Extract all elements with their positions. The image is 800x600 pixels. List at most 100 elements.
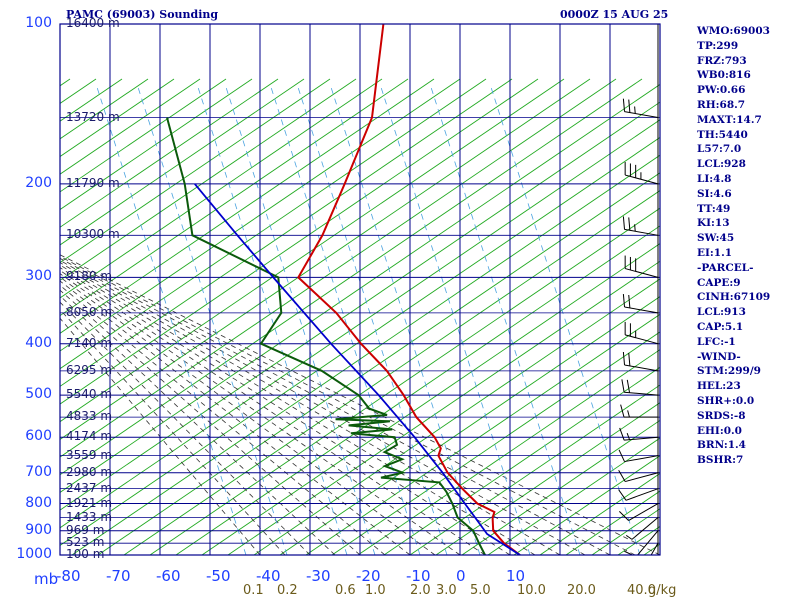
mixing-ratio-tick-label: 3.0 (436, 583, 457, 598)
dry-adiabat (0, 79, 44, 555)
height-label: 8050 m (66, 304, 113, 319)
mixing-ratio-line (224, 83, 376, 555)
dry-adiabat (0, 79, 18, 555)
sounding-index-line: HEL:23 (697, 380, 741, 393)
dry-adiabat (60, 78, 253, 211)
height-label: 6295 m (66, 362, 113, 377)
temperature-tick-label: -50 (206, 567, 231, 585)
sounding-index-line: LFC:-1 (697, 335, 736, 348)
pressure-label: 500 (25, 386, 52, 403)
sounding-index-line: EI:1.1 (697, 246, 733, 259)
sounding-index-line: CAP:5.1 (697, 320, 744, 333)
mixing-ratio-line (196, 83, 348, 555)
pressure-label: 900 (25, 521, 52, 538)
sounding-index-line: PW:0.66 (697, 84, 746, 97)
plot-frame (59, 23, 661, 556)
sounding-index-line: WB0:816 (697, 69, 751, 82)
wind-barb-staff (636, 530, 659, 555)
dry-adiabat (149, 207, 660, 555)
wind-barb-staff (624, 436, 659, 441)
mixing-ratio-tick-label: 0.6 (335, 583, 356, 598)
wind-barb (621, 379, 659, 396)
temperature-tick-label: -60 (156, 567, 181, 585)
mixing-ratio-line (269, 83, 421, 555)
wind-barb-staff (624, 455, 659, 463)
height-label: 2980 m (66, 464, 113, 479)
pressure-label: 200 (25, 174, 52, 191)
sounding-index-line: TP:299 (697, 39, 739, 52)
dry-adiabat (60, 78, 565, 423)
height-label: 5540 m (66, 387, 113, 402)
temperature-tick-label: -40 (256, 567, 281, 585)
height-label: 100 m (66, 547, 105, 561)
dry-adiabat (175, 225, 660, 555)
wind-barb-staff (624, 391, 659, 396)
height-label: 3559 m (66, 447, 113, 462)
sounding-index-line: MAXT:14.7 (697, 113, 762, 126)
wind-barb (624, 321, 659, 345)
wind-barb-staff (628, 503, 659, 521)
mixing-ratio-line (329, 83, 481, 555)
dry-adiabat (71, 154, 660, 555)
dry-adiabat (60, 78, 409, 317)
wind-barb (622, 351, 659, 372)
dry-adiabat (409, 384, 660, 555)
temperature-tick-label: -10 (406, 567, 431, 585)
dry-adiabat (60, 78, 201, 175)
wind-barb (618, 488, 659, 501)
sounding-index-line: BSHR:7 (697, 454, 744, 467)
pressure-label: 300 (25, 268, 52, 285)
dry-adiabat (227, 260, 660, 555)
dry-adiabat (60, 78, 357, 281)
height-label: 13720 m (66, 109, 120, 124)
dry-adiabat (60, 78, 513, 387)
dry-adiabat (513, 455, 660, 555)
sounding-index-line: LI:4.8 (697, 172, 732, 185)
wind-barb-staff (624, 228, 659, 236)
dry-adiabat (201, 243, 660, 555)
dry-adiabat (60, 136, 660, 547)
dry-adiabat (60, 78, 591, 440)
height-label: 4174 m (66, 429, 113, 444)
moist-adiabat (60, 280, 411, 555)
station-title: PAMC (69003) Sounding (66, 8, 219, 21)
wind-barb-flag (622, 294, 626, 308)
dry-adiabat (305, 313, 660, 555)
dry-adiabat (60, 78, 383, 299)
temperature-line (297, 24, 521, 555)
sounding-index-line: BRN:1.4 (697, 439, 746, 452)
temperature-tick-label: -30 (306, 567, 331, 585)
pressure-label: 600 (25, 428, 52, 445)
wind-barb (624, 255, 659, 278)
dry-adiabat (60, 78, 227, 193)
sounding-index-line: SW:45 (697, 232, 735, 245)
height-label: 523 m (66, 535, 105, 550)
dry-adiabat (60, 78, 331, 264)
mixing-ratio-tick-label: 5.0 (470, 583, 491, 598)
sounding-index-line: TH:5440 (697, 128, 748, 141)
wind-barb-staff (650, 542, 659, 555)
dry-adiabat (123, 189, 660, 555)
sounding-index-line: SI:4.6 (697, 187, 732, 200)
wind-barb (618, 470, 659, 483)
height-label: 10300 m (66, 227, 120, 242)
sounding-index-line: CAPE:9 (697, 276, 741, 289)
height-label: 7140 m (66, 335, 113, 350)
mixing-ratio-tick-label: 2.0 (410, 583, 431, 598)
wind-barb-flag (626, 432, 631, 440)
mixing-ratio-unit-label: g/kg (648, 583, 677, 598)
pressure-unit-label: mb (34, 570, 59, 588)
wind-barb-flag (618, 449, 625, 462)
sounding-index-line: RH:68.7 (697, 98, 746, 111)
wind-barb (620, 404, 658, 418)
temperature-tick-label: -70 (106, 567, 131, 585)
dry-adiabats (0, 78, 660, 555)
pressure-label: 800 (25, 494, 52, 511)
sounding-index-line: STM:299/9 (697, 365, 761, 378)
wind-barb-flag (620, 404, 625, 418)
dry-adiabat (253, 278, 660, 555)
wind-barb-flag (622, 216, 626, 230)
sounding-index-line: LCL:928 (697, 158, 746, 171)
wind-barb (622, 98, 659, 118)
mixing-ratio-tick-label: 10.0 (517, 583, 546, 598)
